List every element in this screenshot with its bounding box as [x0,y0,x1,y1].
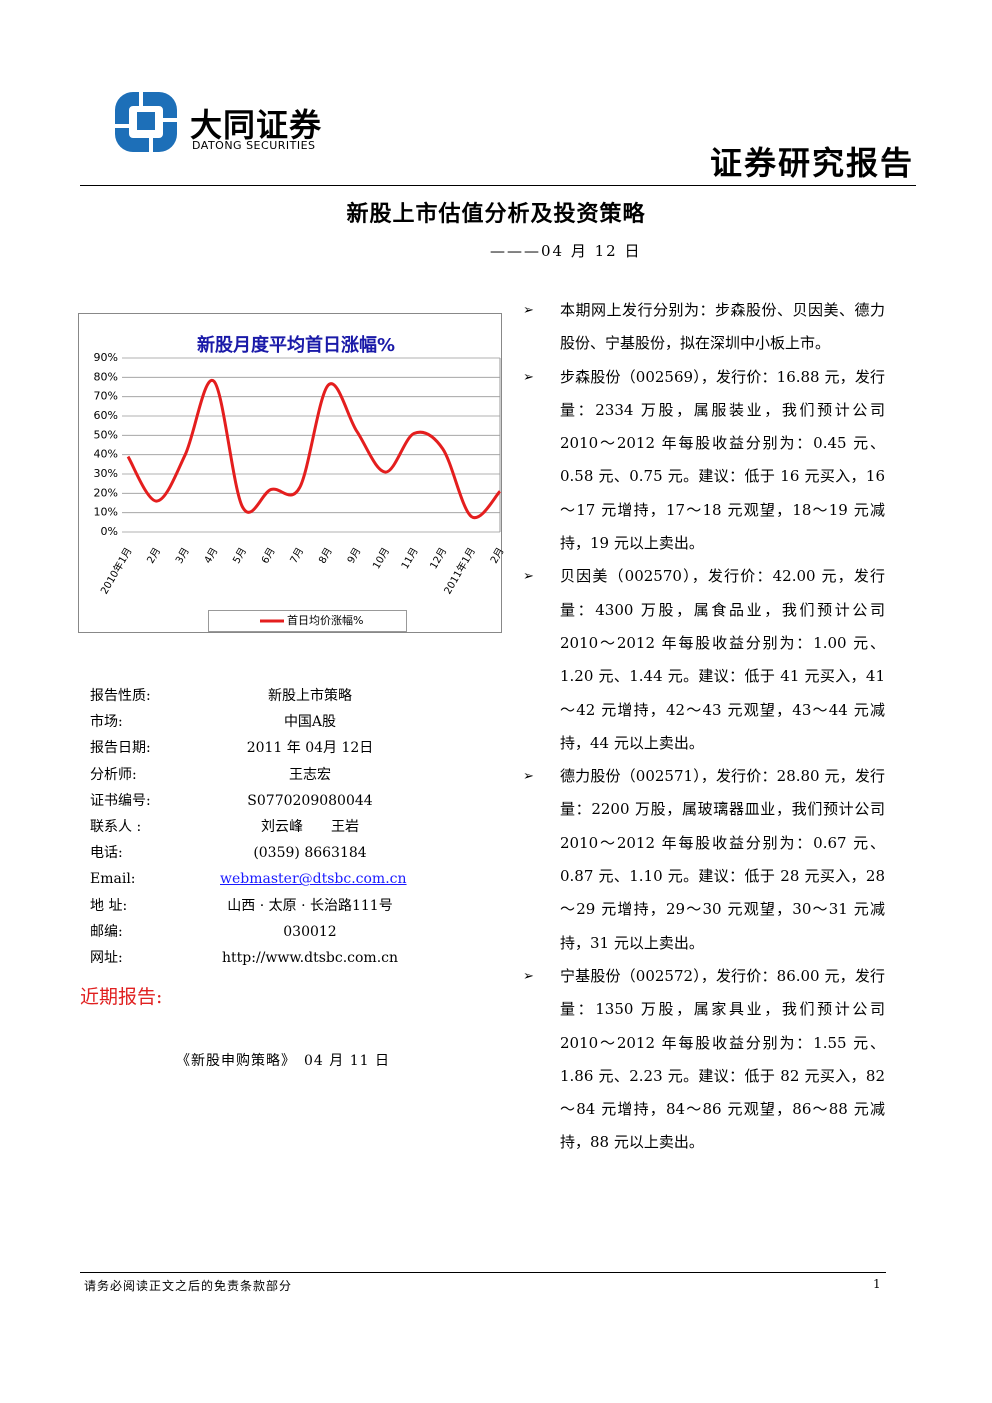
info-value: 王志宏 [289,766,331,783]
page-number: 1 [873,1277,881,1291]
legend-box [208,610,407,632]
y-tick-label: 80% [94,370,118,383]
info-key: 报告性质: [90,688,151,704]
company-name-en: DATONG SECURITIES [192,139,316,152]
info-row: 证书编号: S0770209080044 [90,788,430,814]
bullet-item: 贝因美（002570），发行价：42.00 元，发行量：4300 万股，属食品业… [523,560,885,760]
info-key: 邮编: [90,923,123,940]
info-key: 网址: [90,949,123,966]
info-value: 新股上市策略 [268,688,352,704]
info-row: 联系人 : 刘云峰 王岩 [90,814,430,840]
disclaimer: 请务必阅读正文之后的免责条款部分 [84,1279,293,1293]
info-value: 2011 年 04月 12日 [246,740,374,757]
info-row: 报告性质: 新股上市策略 [90,683,430,709]
y-tick-label: 0% [101,525,118,538]
info-row: 电话: (0359) 8663184 [90,840,430,866]
recent-heading: 近期报告: [80,986,163,1008]
chart-frame [78,313,502,633]
info-key: 报告日期: [90,740,151,757]
header-rule [80,185,916,186]
bullet-item: 宁基股份（002572），发行价：86.00 元，发行量：1350 万股，属家具… [523,960,885,1160]
legend-label: 首日均价涨幅% [287,613,363,627]
info-row: 邮编: 030012 [90,919,430,945]
info-row: 报告日期: 2011 年 04月 12日 [90,735,430,761]
info-value: (0359) 8663184 [253,845,367,862]
info-value: webmaster@dtsbc.com.cn [220,866,407,892]
bullet-list: 本期网上发行分别为：步森股份、贝因美、德力股份、宁基股份，拟在深圳中小板上市。步… [523,294,885,1160]
company-name: 大同证券 [190,106,323,144]
info-value: S0770209080044 [247,792,373,809]
y-tick-label: 60% [94,409,118,422]
y-tick-label: 90% [94,351,118,364]
email-link[interactable]: webmaster@dtsbc.com.cn [220,871,407,888]
info-value: http://www.dtsbc.com.cn [222,949,398,966]
report-type: 证券研究报告 [709,144,914,182]
info-value: 山西 · 太原 · 长治路111号 [227,897,393,914]
info-key: 证书编号: [90,792,151,809]
bullet-item: 德力股份（002571），发行价：28.80 元，发行量：2200 万股，属玻璃… [523,760,885,960]
info-value: 中国A股 [283,714,337,731]
info-row: 地 址: 山西 · 太原 · 长治路111号 [90,893,430,919]
report-date: ———04 月 12 日 [490,242,642,260]
info-value: 刘云峰 王岩 [261,818,359,835]
bullet-item: 步森股份（002569），发行价：16.88 元，发行量：2334 万股，属服装… [523,361,885,561]
info-row: 分析师: 王志宏 [90,762,430,788]
chart-title: 新股月度平均首日涨幅% [197,334,395,356]
y-tick-label: 30% [94,467,118,480]
info-table: 报告性质: 新股上市策略市场: 中国A股报告日期: 2011 年 04月 12日分析师… [90,683,430,971]
info-key: Email: [90,871,136,888]
info-row: 网址: http://www.dtsbc.com.cn [90,945,430,971]
y-tick-label: 10% [94,506,118,519]
logo-icon [115,92,177,152]
info-value: 030012 [283,923,337,940]
footer-rule [80,1272,886,1273]
y-tick-label: 70% [94,390,118,403]
y-tick-label: 50% [94,428,118,441]
report-title: 新股上市估值分析及投资策略 [346,201,646,227]
info-key: 分析师: [90,766,137,783]
bullet-item: 本期网上发行分别为：步森股份、贝因美、德力股份、宁基股份，拟在深圳中小板上市。 [523,294,885,361]
info-key: 电话: [90,845,123,862]
info-key: 联系人 : [90,818,142,835]
info-row: 市场: 中国A股 [90,709,430,735]
info-row: Email: webmaster@dtsbc.com.cn [90,866,430,892]
data-line [126,379,502,520]
y-tick-label: 20% [94,486,118,499]
info-key: 市场: [90,714,123,731]
y-tick-label: 40% [94,448,118,461]
chart: 新股月度平均首日涨幅% 0% 10% 20% 30% 40% 50% 60% 70% 80% 90… [78,313,507,633]
info-key: 地 址: [90,897,128,914]
recent-item: 《新股申购策略》 04 月 11 日 [176,1053,390,1069]
